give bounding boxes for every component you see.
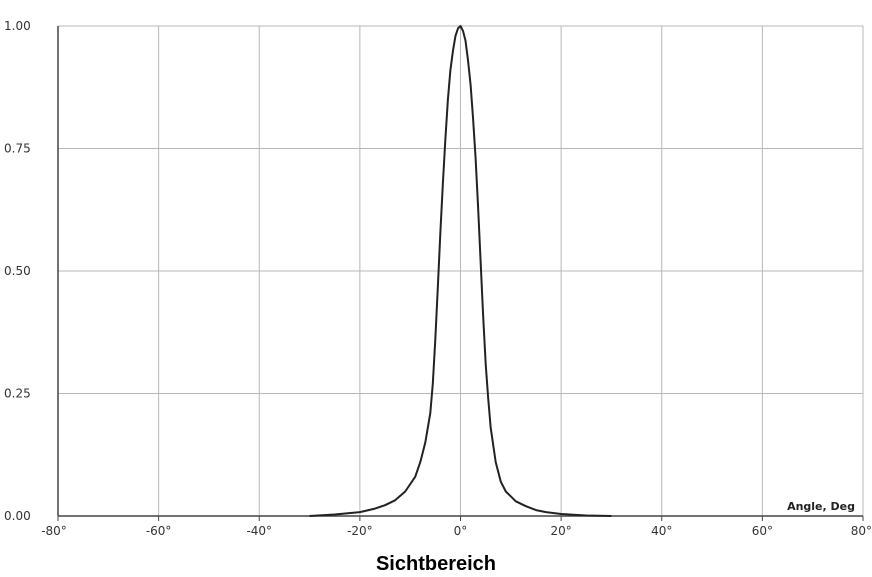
axes	[57, 26, 864, 521]
x-tick-labels: -80° -60° -40° -20° 0° 20° 40° 60° 80°	[41, 524, 872, 538]
series-line-0	[309, 25, 612, 517]
x-tick-label: -20°	[347, 524, 373, 538]
y-tick-label: 0.00	[4, 509, 31, 523]
y-tick-label: 0.75	[4, 142, 31, 156]
x-tick-label: 60°	[752, 524, 773, 538]
x-tick-label: -60°	[146, 524, 172, 538]
x-tick-label: 80°	[851, 524, 872, 538]
x-tick-label: 20°	[550, 524, 571, 538]
y-tick-label: 0.50	[4, 264, 31, 278]
y-tick-label: 1.00	[4, 19, 31, 33]
x-tick-label: -80°	[41, 524, 67, 538]
y-tick-label: 0.25	[4, 387, 31, 401]
x-tick-label: 0°	[454, 524, 468, 538]
line-chart: -80° -60° -40° -20° 0° 20° 40° 60° 80° 0.000.250…	[4, 19, 872, 538]
x-axis-annotation: Angle, Deg	[787, 500, 855, 513]
series-group	[309, 25, 612, 517]
y-tick-labels: 0.00 0.25 0.50 0.75 1.00	[4, 19, 31, 523]
x-tick-label: 40°	[651, 524, 672, 538]
x-tick-label: -40°	[246, 524, 272, 538]
chart-caption: Sichtbereich	[375, 553, 497, 575]
